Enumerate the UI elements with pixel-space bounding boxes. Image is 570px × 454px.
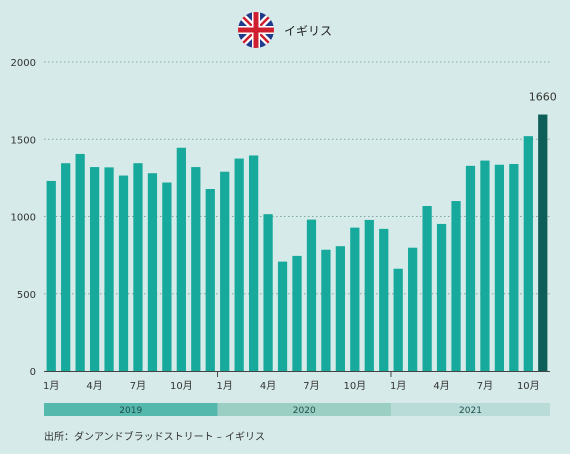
bar: [494, 164, 505, 371]
year-band: [217, 403, 391, 416]
bar: [234, 158, 244, 371]
bar: [523, 136, 533, 371]
bar: [480, 160, 490, 371]
year-band-label: 2020: [293, 406, 316, 416]
bars: [46, 114, 548, 371]
bar: [249, 155, 259, 371]
x-tick-label: 1月: [217, 380, 233, 392]
year-band-label: 2019: [119, 406, 142, 416]
bar: [465, 165, 476, 371]
bar: [379, 228, 389, 371]
bar: [436, 223, 447, 371]
bar: [263, 214, 273, 371]
bar: [408, 247, 418, 371]
source-note: 出所：ダンアンドブラッドストリート – イギリス: [44, 432, 265, 443]
bar: [104, 167, 114, 371]
bar: [292, 255, 302, 371]
x-tick-label: 10月: [343, 380, 366, 392]
y-tick-label: 0: [30, 367, 36, 378]
bar: [422, 205, 432, 371]
year-band-label: 2021: [459, 406, 482, 416]
bar: [451, 201, 461, 371]
bar: [89, 167, 100, 371]
bar: [364, 219, 374, 371]
bar: [191, 167, 201, 371]
bar: [176, 147, 186, 371]
bar: [147, 173, 158, 371]
x-tick-label: 7月: [303, 380, 319, 392]
x-tick-label: 10月: [170, 380, 193, 392]
x-tick-label: 1月: [390, 380, 406, 392]
bar: [133, 163, 143, 371]
year-bands: 2019 2020 2021: [44, 403, 550, 416]
y-tick-label: 500: [17, 290, 36, 301]
bar: [61, 163, 71, 371]
bar: [75, 153, 85, 371]
bar: [306, 219, 317, 371]
x-tick-label: 7月: [477, 380, 493, 392]
bar: [393, 268, 403, 371]
x-tick-label: 1月: [43, 380, 59, 392]
y-tick-label: 2000: [11, 58, 36, 69]
chart-header: イギリス: [0, 12, 570, 48]
bar: [162, 182, 172, 371]
country-label: イギリス: [283, 23, 332, 38]
axes: 0 500 1000 1500 2000 1660 1月 4月 7月 10月 1月 4月 7月 10月 1月…: [11, 58, 557, 392]
bar: [509, 163, 519, 371]
bar: [321, 249, 331, 371]
y-tick-label: 1500: [11, 135, 36, 146]
x-tick-label: 10月: [517, 380, 540, 392]
bar: [538, 114, 548, 371]
peak-value-label: 1660: [529, 91, 557, 104]
y-tick-label: 1000: [11, 213, 36, 224]
bar: [46, 180, 56, 371]
x-tick-label: 7月: [130, 380, 146, 392]
bar: [118, 175, 129, 371]
x-tick-label: 4月: [260, 380, 276, 392]
year-band: [44, 403, 218, 416]
year-band: [390, 403, 550, 416]
bar: [205, 188, 215, 371]
bar: [220, 171, 230, 371]
bar: [277, 261, 288, 371]
bar: [335, 246, 345, 371]
x-tick-label: 4月: [433, 380, 449, 392]
x-tick-label: 4月: [86, 380, 102, 392]
uk-flag-icon: [237, 12, 274, 48]
bar: [350, 227, 360, 371]
